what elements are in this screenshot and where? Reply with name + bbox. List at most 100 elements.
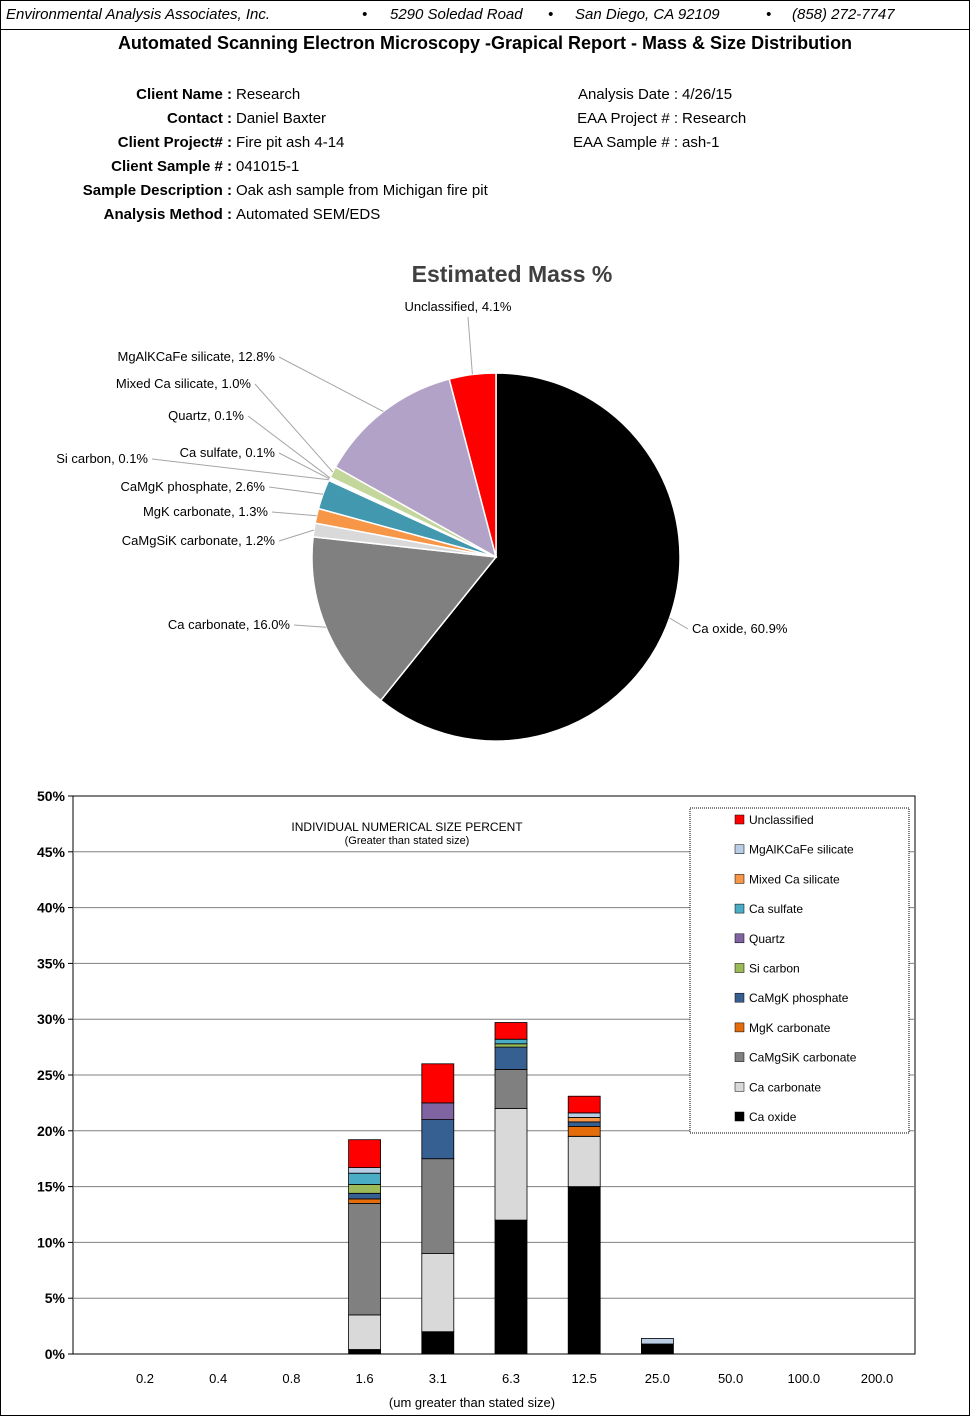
bar-chart: 0% 5% 10% 15% 20% 25% 30% 35% 40% 45% 50% 0.2 0.4 0.… (37, 788, 916, 1410)
bar-segment-ca-sulfate-1-6 (348, 1172, 382, 1185)
bar-segment-camgsik-carbonate-1-6 (348, 1202, 382, 1316)
bar-ytick-label: 35% (37, 955, 66, 971)
legend-swatch-si-carbon (734, 963, 745, 973)
bar-xtick-label: 0.2 (136, 1371, 154, 1386)
bar-segment-ca-oxide-1-6 (348, 1349, 382, 1355)
bar-ytick-label: 50% (37, 788, 66, 804)
bar-xtick-label: 3.1 (429, 1371, 447, 1386)
pie-chart: Estimated Mass % Ca oxide, 60.9% Ca carbo… (56, 261, 788, 742)
analysis-method-value: Automated SEM/EDS (236, 206, 381, 223)
legend-label-si-carbon: Si carbon (749, 962, 800, 976)
bar-segment-ca-oxide-25-0 (641, 1343, 674, 1355)
bar-segment-ca-oxide-3-1 (421, 1331, 455, 1355)
bar-segment-camgk-phosphate-6-3 (494, 1046, 528, 1070)
legend-swatch-mgalkcafe-silicate (734, 844, 745, 854)
legend-swatch-camgsik-carbonate (734, 1052, 745, 1062)
pie-title: Estimated Mass % (412, 261, 613, 287)
client-sample-label: Client Sample # : (111, 158, 232, 175)
pie-label-ca-carbonate: Ca carbonate, 16.0% (168, 617, 291, 632)
legend-swatch-unclassified (734, 814, 745, 825)
pie-leader-si-carbon (151, 458, 330, 481)
bar-xtick-label: 1.6 (356, 1371, 374, 1386)
bar-ytick-label: 20% (37, 1123, 66, 1139)
company-city: San Diego, CA 92109 (575, 6, 720, 23)
bar-ytick-label: 25% (37, 1067, 66, 1083)
bar-xtick-label: 25.0 (645, 1371, 670, 1386)
legend-label-mgk-carbonate: MgK carbonate (749, 1021, 831, 1035)
bar-xtick-label: 6.3 (502, 1371, 520, 1386)
eaa-project-value: Research (682, 110, 747, 127)
bar-segment-mgk-carbonate-12-5 (567, 1125, 601, 1137)
pie-label-mixed-ca-silicate: Mixed Ca silicate, 1.0% (116, 376, 252, 391)
client-name-value: Research (236, 86, 301, 103)
separator-3: • (766, 6, 772, 23)
pie-leader-mgalkcafe-silicate (278, 356, 384, 412)
legend-label-camgsik-carbonate: CaMgSiK carbonate (749, 1051, 857, 1065)
bar-segment-unclassified-3-1 (421, 1063, 455, 1104)
client-project-label: Client Project# : (117, 134, 232, 151)
report-title: Automated Scanning Electron Microscopy -… (117, 33, 853, 53)
bar-segment-mixed-ca-silicate-12-5 (567, 1116, 601, 1123)
analysis-date-row: Analysis Date :4/26/15 (500, 83, 746, 107)
pie-leader-mixed-ca-silicate (254, 383, 334, 473)
client-project-value: Fire pit ash 4-14 (236, 134, 345, 151)
analysis-method-label: Analysis Method : (103, 206, 232, 223)
client-sample-value: 041015-1 (236, 158, 300, 175)
sample-description-value: Oak ash sample from Michigan fire pit (236, 182, 488, 199)
bar-xtick-label: 12.5 (572, 1371, 597, 1386)
legend-swatch-ca-oxide (734, 1111, 745, 1122)
legend-swatch-mixed-ca-silicate (734, 874, 745, 884)
contact-value: Daniel Baxter (236, 110, 327, 127)
pie-label-unclassified: Unclassified, 4.1% (405, 299, 512, 314)
bar-ytick-label: 15% (37, 1179, 66, 1195)
company-phone: (858) 272-7747 (792, 6, 895, 23)
contact-label: Contact : (167, 110, 232, 127)
eaa-sample-value: ash-1 (682, 134, 720, 151)
bar-segment-si-carbon-6-3 (494, 1043, 528, 1048)
bar-xlabel: (um greater than stated size) (389, 1395, 555, 1410)
bar-xtick-label: 0.8 (282, 1371, 300, 1386)
legend-label-ca-sulfate: Ca sulfate (749, 902, 803, 916)
pie-leader-camgk-phosphate (268, 486, 324, 495)
bar-ytick-label: 10% (37, 1234, 66, 1250)
bar-segment-camgsik-carbonate-3-1 (421, 1158, 455, 1255)
pie-leader-camgsik-carbonate (278, 529, 315, 542)
bar-segment-unclassified-1-6 (348, 1139, 382, 1169)
pie-slice-ca-oxide (379, 372, 681, 742)
bar-segment-mgalkcafe-silicate-12-5 (567, 1112, 601, 1118)
legend-label-ca-oxide: Ca oxide (749, 1110, 797, 1124)
pie-leader-ca-sulfate (278, 452, 330, 480)
pie-label-ca-oxide: Ca oxide, 60.9% (692, 621, 788, 636)
legend-label-mgalkcafe-silicate: MgAlKCaFe silicate (749, 843, 854, 857)
eaa-project-row: EAA Project # : Research (500, 107, 746, 131)
legend-swatch-ca-sulfate (734, 903, 745, 914)
bar-segment-mgk-carbonate-1-6 (348, 1198, 382, 1204)
bar-ytick-label: 45% (37, 844, 66, 860)
eaa-project-label: EAA Project # : (577, 110, 678, 127)
legend-label-ca-carbonate: Ca carbonate (749, 1080, 821, 1094)
bar-segment-ca-carbonate-12-5 (567, 1135, 601, 1187)
client-sample-row: Client Sample # :041015-1 (0, 155, 488, 179)
bar-segment-mgalkcafe-silicate-25-0 (641, 1338, 674, 1345)
legend-label-mixed-ca-silicate: Mixed Ca silicate (749, 872, 840, 886)
pie-leader-quartz (247, 415, 331, 479)
pie-label-camgk-phosphate: CaMgK phosphate, 2.6% (120, 479, 265, 494)
bar-ytick-label: 5% (45, 1290, 66, 1306)
bar-segment-ca-carbonate-3-1 (421, 1253, 455, 1333)
letterhead: Environmental Analysis Associates, Inc. … (0, 0, 970, 30)
bar-xtick-label: 100.0 (788, 1371, 821, 1386)
pie-label-mgalkcafe-silicate: MgAlKCaFe silicate, 12.8% (117, 349, 275, 364)
client-name-row: Client Name : Research (0, 83, 488, 107)
bar-segment-unclassified-12-5 (567, 1095, 601, 1114)
bar-xtick-label: 50.0 (718, 1371, 743, 1386)
bar-xtick-label: 200.0 (861, 1371, 894, 1386)
contact-row: Contact : Daniel Baxter (0, 107, 488, 131)
bar-segment-camgk-phosphate-12-5 (567, 1121, 601, 1127)
eaa-sample-row: EAA Sample # : ash-1 (500, 131, 746, 155)
bar-segment-unclassified-6-3 (494, 1022, 528, 1040)
pie-leader-ca-carbonate (293, 624, 327, 628)
bar-legend (689, 807, 910, 1134)
bar-ytick-label: 30% (37, 1011, 66, 1027)
lab-info: Analysis Date :4/26/15 EAA Project # : Re… (500, 83, 746, 155)
client-info: Client Name : Research Contact : Daniel Ba… (0, 83, 488, 227)
